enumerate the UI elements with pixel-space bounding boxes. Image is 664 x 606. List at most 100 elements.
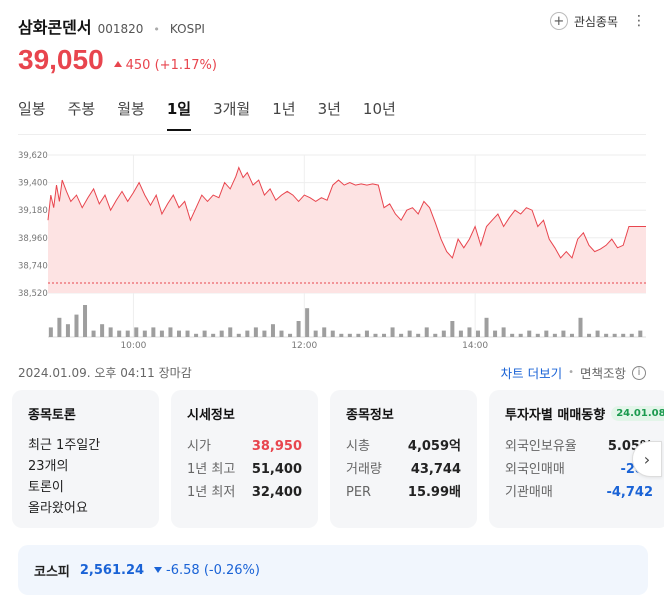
volume-bar	[475, 330, 480, 337]
volume-bar	[552, 333, 557, 337]
discussion-text: 최근 1주일간 23개의 토론이 올라왔어요	[28, 435, 143, 519]
x-tick-label: 14:00	[462, 341, 488, 351]
index-change-text: -6.58 (-0.26%)	[166, 562, 260, 578]
info-row: 시총 4,059억	[346, 435, 461, 458]
volume-bar	[142, 330, 147, 337]
y-tick-label: 39,180	[18, 206, 48, 216]
change-percent: (+1.17%)	[154, 58, 217, 73]
tab-7[interactable]: 10년	[362, 100, 396, 118]
tab-5[interactable]: 1년	[272, 100, 296, 118]
row-value: 38,950	[251, 439, 302, 454]
row-value: -4,742	[606, 485, 653, 500]
volume-bar	[322, 327, 327, 337]
volume-bar	[100, 324, 105, 337]
tab-0[interactable]: 일봉	[18, 100, 46, 118]
volume-bar	[382, 333, 387, 337]
volume-bar	[245, 330, 250, 337]
discussion-card-title: 종목토론	[28, 408, 76, 423]
tab-6[interactable]: 3년	[317, 100, 341, 118]
volume-bar	[48, 327, 53, 337]
info-row: 1년 최저 32,400	[187, 481, 302, 504]
volume-bar	[83, 305, 88, 337]
info-circle-icon[interactable]: i	[632, 365, 646, 380]
volume-bar	[74, 314, 79, 337]
volume-bar	[253, 327, 258, 337]
volume-bar	[638, 330, 643, 337]
row-label: 1년 최고	[187, 462, 236, 477]
tab-4[interactable]: 3개월	[213, 100, 251, 118]
row-label: 외국인매매	[505, 462, 565, 477]
volume-bar	[561, 330, 566, 337]
tabs-divider	[18, 134, 646, 135]
volume-bar	[441, 330, 446, 337]
volume-bar	[91, 330, 96, 337]
volume-bar	[501, 327, 506, 337]
volume-bar	[399, 333, 404, 337]
period-tabs: 일봉 주봉 월봉 1일 3개월 1년 3년 10년	[18, 98, 418, 131]
index-bar[interactable]: 코스피 2,561.24 -6.58 (-0.26%)	[18, 545, 648, 595]
volume-bar	[458, 330, 463, 337]
volume-bar	[228, 327, 233, 337]
stock-name[interactable]: 삼화콘덴서	[18, 18, 92, 37]
volume-bar	[467, 327, 472, 337]
info-row: PER 15.99배	[346, 481, 461, 504]
volume-bar	[57, 317, 62, 337]
volume-bar	[364, 330, 369, 337]
volume-bar	[134, 327, 139, 337]
info-row: 1년 최고 51,400	[187, 458, 302, 481]
current-price: 39,050	[18, 44, 104, 75]
volume-bar	[407, 330, 412, 337]
discussion-line: 23개의	[28, 459, 69, 474]
x-tick-label: 12:00	[291, 341, 317, 351]
volume-bar	[236, 333, 241, 337]
volume-bar	[604, 333, 609, 337]
volume-bar	[493, 330, 498, 337]
watchlist-button[interactable]: + 관심종목	[549, 12, 618, 30]
volume-bar	[194, 333, 199, 337]
price-info-card[interactable]: 시세정보 시가 38,950 1년 최고 51,400 1년 최저 32,400	[171, 390, 318, 528]
market-label: KOSPI	[169, 22, 205, 36]
volume-bar	[288, 333, 293, 337]
tab-1[interactable]: 주봉	[67, 100, 96, 118]
tab-2[interactable]: 월봉	[117, 100, 145, 118]
price-area-fill	[48, 167, 646, 293]
row-label: 거래량	[346, 462, 382, 477]
triangle-down-icon	[154, 566, 163, 573]
index-value: 2,561.24	[79, 562, 145, 578]
volume-bar	[535, 333, 540, 337]
row-label: 1년 최저	[187, 485, 236, 500]
row-label: 시가	[187, 439, 211, 454]
vertical-ellipsis-icon[interactable]: ⋮	[632, 13, 646, 29]
volume-bar	[270, 324, 275, 337]
y-tick-label: 38,740	[18, 261, 48, 271]
discussion-card[interactable]: 종목토론 최근 1주일간 23개의 토론이 올라왔어요	[12, 390, 159, 528]
info-row: 시가 38,950	[187, 435, 302, 458]
intraday-chart[interactable]: 39,620 39,400 39,180 38,960 38,740 38,520 10:0…	[0, 140, 664, 355]
row-label: PER	[346, 485, 372, 500]
volume-bar	[279, 330, 284, 337]
volume-bar	[296, 321, 301, 337]
volume-bar	[262, 330, 267, 337]
chevron-right-icon[interactable]: ›	[632, 441, 662, 477]
y-tick-label: 39,620	[18, 151, 48, 161]
disclaimer-link[interactable]: 면책조항	[579, 366, 626, 381]
stock-info-card[interactable]: 종목정보 시총 4,059억 거래량 43,744 PER 15.99배	[330, 390, 477, 528]
volume-bar	[621, 333, 626, 337]
tab-3[interactable]: 1일	[166, 98, 192, 131]
discussion-line: 최근 1주일간	[28, 438, 101, 453]
chart-more-link[interactable]: 차트 더보기	[500, 366, 563, 381]
row-value: 32,400	[251, 485, 302, 500]
volume-bar	[313, 330, 318, 337]
volume-bar	[629, 333, 634, 337]
volume-bar	[168, 327, 173, 337]
volume-bar	[211, 333, 216, 337]
date-badge: 24.01.08	[611, 406, 664, 421]
stock-info-title: 종목정보	[346, 408, 394, 423]
volume-bar	[185, 330, 190, 337]
stock-info-rows: 시총 4,059억 거래량 43,744 PER 15.99배	[346, 435, 461, 504]
row-label: 외국인보유율	[505, 439, 577, 454]
volume-bar	[176, 330, 181, 337]
y-tick-label: 39,400	[18, 179, 48, 189]
volume-bar	[433, 333, 438, 337]
